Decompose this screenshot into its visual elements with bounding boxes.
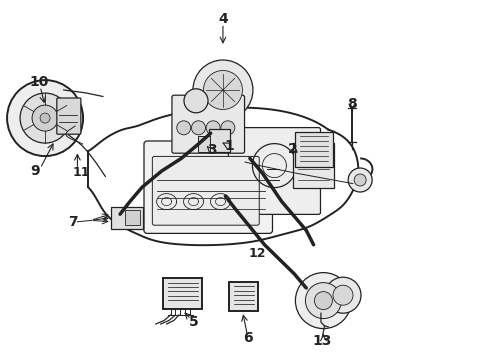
- Text: 7: 7: [68, 216, 77, 229]
- Text: 11: 11: [73, 166, 90, 179]
- Circle shape: [325, 277, 361, 313]
- Circle shape: [295, 273, 351, 329]
- Circle shape: [184, 89, 208, 113]
- Text: 10: 10: [29, 75, 49, 89]
- Circle shape: [32, 105, 58, 131]
- Circle shape: [193, 60, 253, 120]
- Text: 12: 12: [248, 247, 266, 260]
- Circle shape: [192, 121, 205, 135]
- Circle shape: [354, 174, 366, 186]
- Circle shape: [7, 80, 83, 156]
- Circle shape: [40, 113, 50, 123]
- FancyBboxPatch shape: [293, 143, 334, 188]
- Circle shape: [348, 168, 372, 192]
- FancyBboxPatch shape: [209, 129, 230, 152]
- Text: 3: 3: [207, 144, 217, 157]
- Text: 5: 5: [189, 315, 198, 329]
- Circle shape: [203, 71, 243, 109]
- FancyBboxPatch shape: [295, 132, 333, 167]
- FancyBboxPatch shape: [228, 127, 320, 215]
- Circle shape: [20, 93, 70, 143]
- Circle shape: [315, 292, 332, 310]
- Text: 4: 4: [218, 12, 228, 26]
- FancyBboxPatch shape: [152, 156, 259, 225]
- Text: 6: 6: [244, 332, 253, 345]
- Text: 8: 8: [347, 97, 357, 111]
- FancyBboxPatch shape: [125, 210, 140, 225]
- Circle shape: [305, 283, 342, 319]
- Text: 1: 1: [224, 139, 234, 153]
- Text: 13: 13: [313, 334, 332, 348]
- FancyBboxPatch shape: [229, 282, 258, 311]
- FancyBboxPatch shape: [172, 95, 245, 153]
- FancyBboxPatch shape: [111, 207, 143, 229]
- Text: 9: 9: [30, 164, 40, 178]
- Circle shape: [206, 121, 220, 135]
- FancyBboxPatch shape: [144, 141, 272, 233]
- Circle shape: [221, 121, 235, 135]
- Circle shape: [333, 285, 353, 305]
- Text: 2: 2: [288, 143, 298, 156]
- Circle shape: [177, 121, 191, 135]
- FancyBboxPatch shape: [57, 98, 81, 134]
- FancyBboxPatch shape: [163, 278, 202, 309]
- FancyBboxPatch shape: [198, 136, 210, 152]
